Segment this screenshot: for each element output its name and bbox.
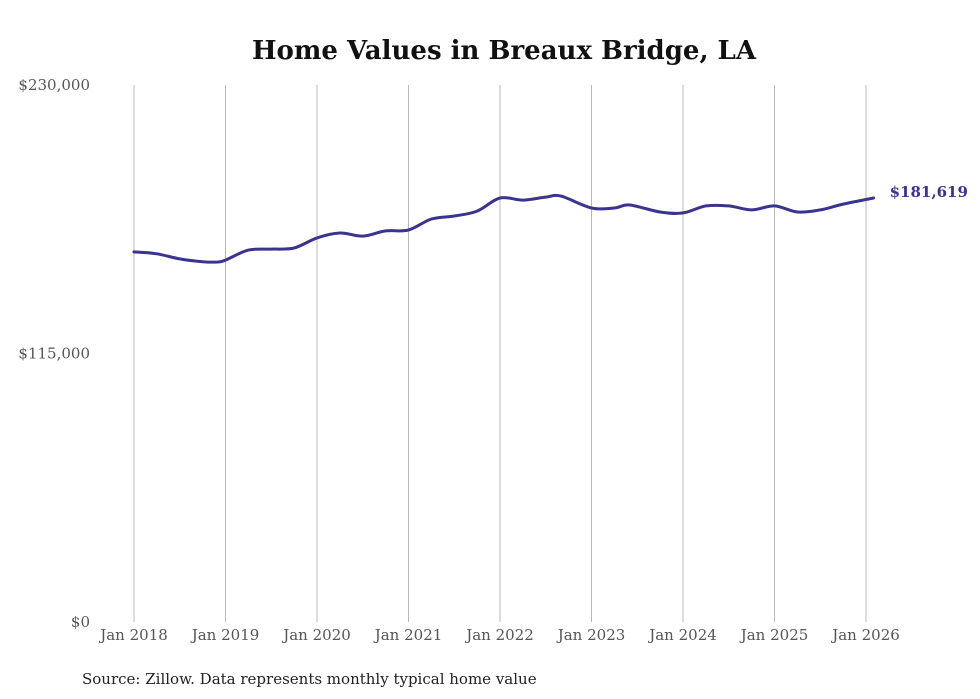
y-tick-label: $230,000 — [18, 76, 90, 94]
y-tick-label: $115,000 — [18, 345, 90, 363]
x-tick-label: Jan 2023 — [556, 626, 626, 644]
x-tick-label: Jan 2022 — [464, 626, 534, 644]
y-axis-ticks: $0 $115,000 $230,000 — [18, 76, 90, 631]
x-tick-label: Jan 2018 — [98, 626, 168, 644]
source-note: Source: Zillow. Data represents monthly … — [82, 670, 537, 688]
x-tick-label: Jan 2021 — [373, 626, 443, 644]
series-layer — [132, 193, 876, 264]
x-tick-label: Jan 2020 — [281, 626, 351, 644]
y-tick-label: $0 — [71, 613, 90, 631]
x-tick-label: Jan 2026 — [830, 626, 900, 644]
series-line-0 — [132, 193, 876, 264]
end-value-label: $181,619 — [890, 183, 968, 201]
grid-lines — [133, 85, 867, 622]
x-tick-label: Jan 2024 — [647, 626, 717, 644]
x-tick-label: Jan 2025 — [739, 626, 809, 644]
chart-title: Home Values in Breaux Bridge, LA — [252, 36, 757, 66]
x-axis-ticks: Jan 2018 Jan 2019 Jan 2020 Jan 2021 Jan 2022… — [98, 626, 900, 644]
x-tick-label: Jan 2019 — [190, 626, 260, 644]
